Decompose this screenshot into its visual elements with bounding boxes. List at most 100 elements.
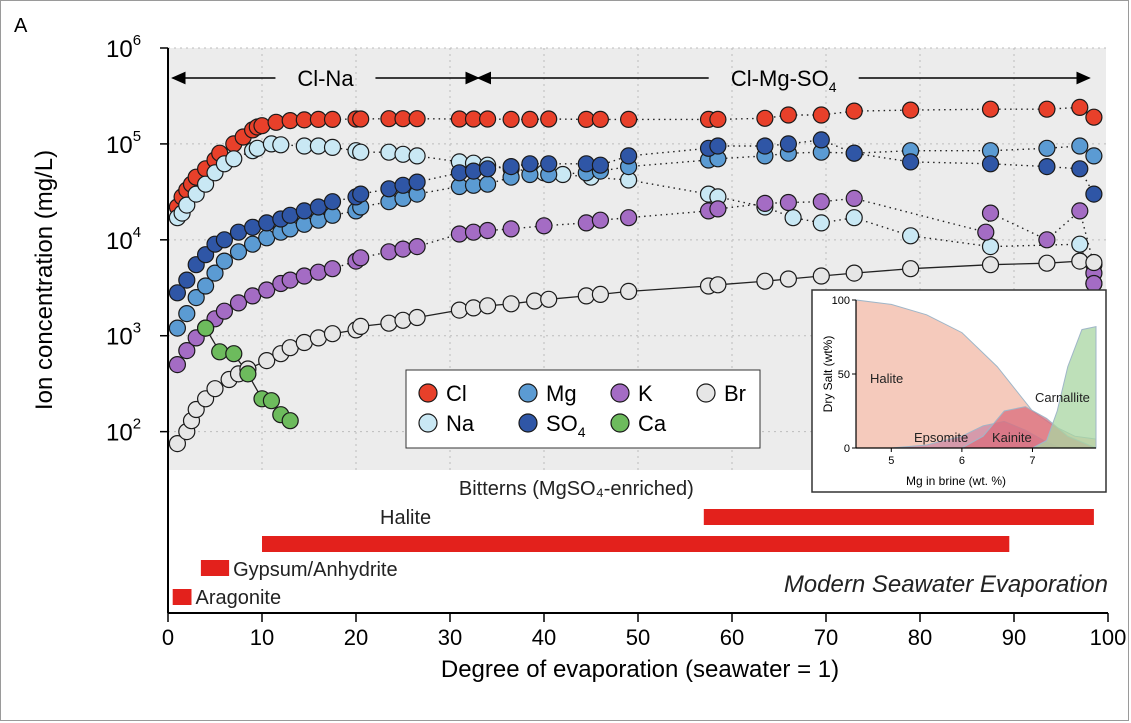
point-k: [779, 193, 798, 212]
point-k: [756, 194, 774, 212]
legend-label-br: Br: [724, 381, 746, 406]
inset-x-axis-label: Mg in brine (wt. %): [906, 474, 1006, 488]
point-na: [380, 143, 398, 161]
point-mg: [178, 305, 196, 323]
point-na: [178, 196, 196, 214]
point-mg: [168, 319, 186, 337]
point-mg: [206, 264, 224, 282]
inset-label-epsomite: Epsomite: [914, 430, 968, 445]
point-so4: [380, 180, 398, 198]
panel-label: A: [14, 15, 28, 37]
point-ca: [225, 345, 243, 363]
point-so4: [845, 144, 863, 162]
legend-label-mg: Mg: [546, 381, 577, 406]
point-na: [981, 238, 1000, 256]
point-br: [845, 264, 863, 282]
point-so4: [521, 155, 539, 173]
data-points: [168, 98, 1103, 453]
point-na: [352, 143, 370, 161]
point-na: [812, 214, 830, 232]
point-cl: [479, 110, 497, 128]
annotation: Modern Seawater Evaporation: [784, 571, 1108, 598]
x-tick-label: 20: [344, 625, 368, 650]
point-cl: [1085, 108, 1103, 126]
point-so4: [352, 185, 370, 203]
point-na: [197, 175, 215, 193]
inset-y-tick-label: 0: [844, 443, 850, 455]
legend-label-ca: Ca: [638, 411, 667, 436]
point-k: [502, 220, 520, 238]
point-na: [1071, 235, 1089, 253]
point-cl: [521, 110, 539, 129]
point-br: [619, 282, 638, 300]
mineral-bar-3: [172, 589, 192, 605]
point-cl: [267, 113, 285, 131]
point-cl: [812, 106, 830, 124]
legend-marker-mg: [518, 383, 538, 403]
legend-marker-na: [418, 413, 438, 433]
point-so4: [619, 147, 638, 165]
point-br: [1038, 254, 1056, 272]
point-so4: [591, 156, 610, 174]
point-k: [709, 200, 727, 218]
point-so4: [394, 176, 412, 194]
point-cl: [352, 110, 370, 128]
point-cl: [619, 110, 638, 129]
point-k: [408, 238, 426, 256]
point-so4: [812, 131, 830, 149]
point-cl: [779, 106, 798, 124]
point-k: [812, 193, 830, 211]
point-br: [502, 295, 520, 313]
point-br: [901, 260, 920, 278]
point-k: [352, 249, 370, 267]
x-tick-label: 30: [438, 625, 462, 650]
point-k: [380, 243, 398, 261]
point-k: [394, 240, 412, 258]
point-mg: [187, 289, 205, 307]
point-br: [591, 285, 610, 303]
point-k: [1071, 202, 1089, 220]
point-br: [756, 272, 774, 290]
inset-y-tick-label: 100: [832, 295, 850, 307]
x-tick-label: 60: [720, 625, 744, 650]
point-ca: [197, 319, 215, 337]
point-br: [779, 270, 798, 288]
point-cl: [408, 110, 426, 128]
mineral-bar-2: [200, 560, 230, 576]
point-cl: [1071, 98, 1089, 117]
point-na: [323, 138, 342, 156]
point-so4: [215, 231, 233, 249]
point-na: [394, 145, 412, 163]
point-so4: [577, 155, 595, 173]
point-br: [309, 329, 327, 347]
inset-area-carnallite: [1032, 325, 1097, 449]
legend-marker-k: [610, 383, 630, 403]
legend-label-cl: Cl: [446, 381, 467, 406]
inset-label-carnallite: Carnallite: [1035, 390, 1090, 405]
point-k: [229, 294, 248, 312]
inset-label-kainite: Kainite: [992, 430, 1032, 445]
x-ticks: 0 10 20 30 40 50 60 70 80 90 100: [162, 613, 1126, 650]
point-br: [464, 299, 483, 317]
point-k: [977, 223, 995, 241]
x-tick-label: 0: [162, 625, 174, 650]
point-cl: [901, 101, 920, 119]
mineral-label-0: Bitterns (MgSO₄-enriched): [459, 478, 694, 500]
point-br: [408, 308, 426, 327]
legend-marker-br: [696, 383, 716, 403]
point-cl: [845, 102, 863, 120]
x-tick-label: 80: [908, 625, 932, 650]
mineral-bar-0: [703, 509, 1094, 525]
point-so4: [178, 271, 196, 289]
point-br: [1085, 253, 1103, 272]
point-so4: [1085, 185, 1103, 203]
mineral-label-3: Aragonite: [196, 587, 282, 609]
point-br: [258, 352, 276, 370]
point-so4: [168, 284, 186, 302]
point-na: [901, 227, 920, 245]
point-ca: [262, 392, 280, 410]
point-br: [540, 290, 558, 308]
point-br: [577, 287, 595, 305]
legend-marker-so4: [518, 413, 538, 433]
inset-x-tick-label: 5: [888, 455, 894, 467]
